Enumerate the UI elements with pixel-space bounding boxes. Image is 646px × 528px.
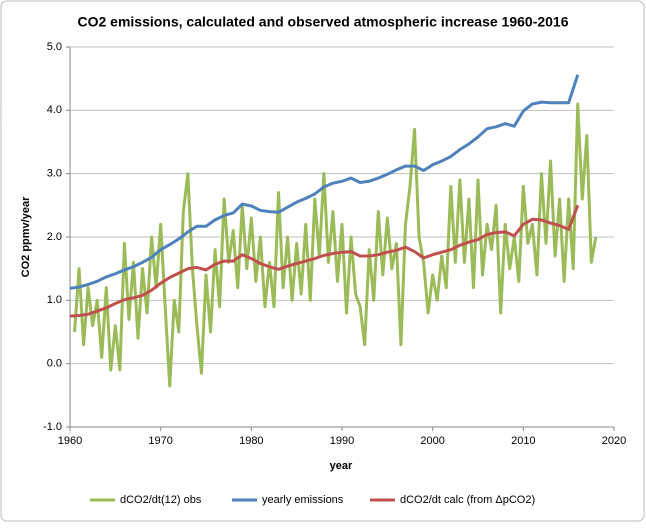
series-line [73, 102, 598, 388]
x-axis-title: year [330, 460, 353, 472]
x-tick-label: 2010 [511, 435, 535, 447]
y-tick-label: 2.0 [47, 231, 62, 243]
y-tick-label: 0.0 [47, 358, 62, 370]
legend-label: yearly emissions [262, 494, 344, 506]
series-line [69, 204, 580, 318]
legend-label: dCO2/dt(12) obs [120, 494, 202, 506]
chart-title: CO2 emissions, calculated and observed a… [77, 14, 568, 30]
x-tick-label: 1960 [58, 435, 82, 447]
x-tick-label: 1990 [330, 435, 354, 447]
x-tick-label: 1980 [239, 435, 263, 447]
y-tick-label: -1.0 [43, 421, 62, 433]
y-tick-label: 3.0 [47, 168, 62, 180]
legend-label: dCO2/dt calc (from ΔpCO2) [400, 494, 535, 506]
x-tick-label: 2020 [602, 435, 626, 447]
x-tick-label: 2000 [420, 435, 444, 447]
y-tick-label: 1.0 [47, 294, 62, 306]
x-tick-label: 1970 [148, 435, 172, 447]
y-axis-title: CO2 ppmv/year [20, 196, 32, 277]
series-line [69, 74, 580, 290]
y-tick-label: 4.0 [47, 104, 62, 116]
y-tick-label: 5.0 [47, 41, 62, 53]
